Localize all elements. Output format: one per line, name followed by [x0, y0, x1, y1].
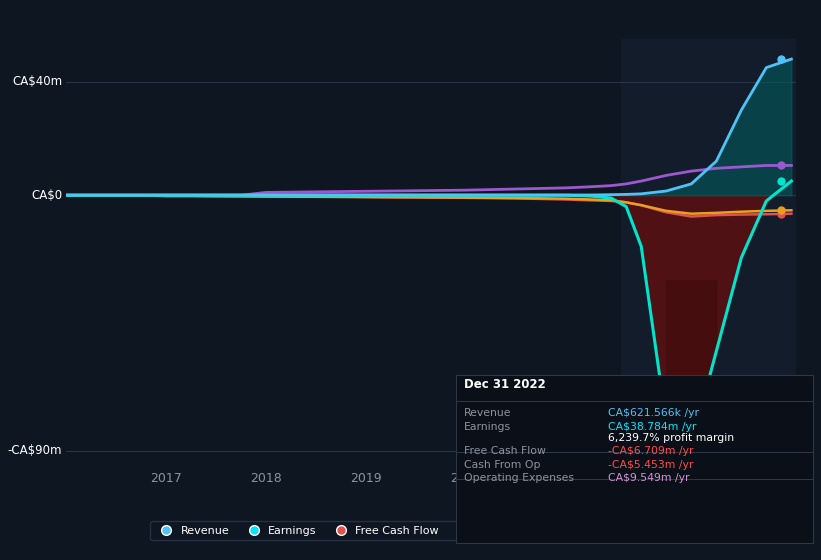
Text: Dec 31 2022: Dec 31 2022	[464, 377, 546, 390]
Text: Operating Expenses: Operating Expenses	[464, 473, 574, 483]
Text: CA$40m: CA$40m	[11, 75, 62, 88]
Bar	[621, 39, 796, 465]
Text: 6,239.7% profit margin: 6,239.7% profit margin	[608, 433, 734, 443]
Text: -CA$6.709m /yr: -CA$6.709m /yr	[608, 446, 693, 456]
Text: Revenue: Revenue	[464, 408, 511, 418]
Text: Free Cash Flow: Free Cash Flow	[464, 446, 546, 456]
Text: CA$621.566k /yr: CA$621.566k /yr	[608, 408, 699, 418]
Text: Cash From Op: Cash From Op	[464, 460, 540, 470]
Text: Earnings: Earnings	[464, 422, 511, 432]
Text: CA$38.784m /yr: CA$38.784m /yr	[608, 422, 696, 432]
Text: -CA$5.453m /yr: -CA$5.453m /yr	[608, 460, 693, 470]
Text: CA$0: CA$0	[31, 189, 62, 202]
Text: -CA$90m: -CA$90m	[7, 444, 62, 457]
Text: CA$9.549m /yr: CA$9.549m /yr	[608, 473, 689, 483]
Legend: Revenue, Earnings, Free Cash Flow, Cash From Op, Operating Expenses: Revenue, Earnings, Free Cash Flow, Cash …	[150, 521, 712, 540]
